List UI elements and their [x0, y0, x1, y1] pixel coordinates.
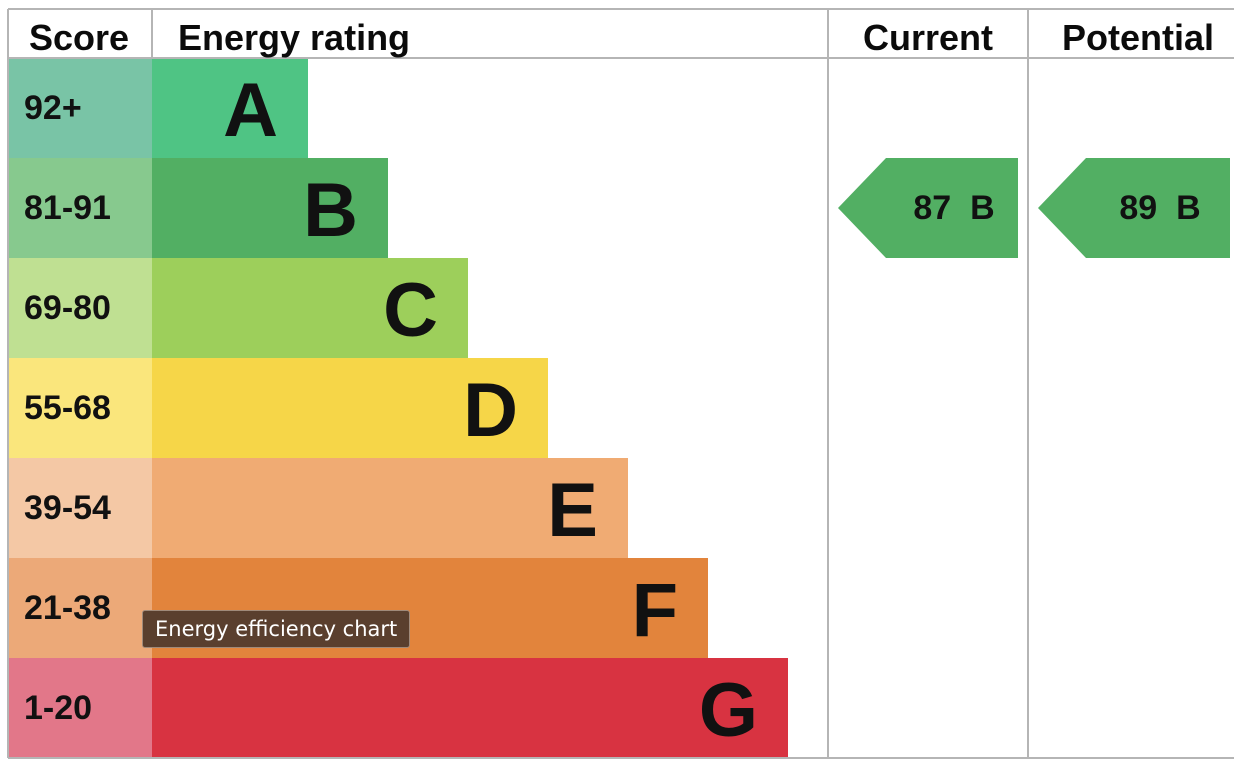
potential-header: Potential: [1062, 17, 1214, 58]
potential-arrow: [1038, 158, 1230, 258]
rating-bar-d: [152, 358, 548, 458]
rating-letter-g: G: [699, 668, 758, 753]
score-cell-e: [8, 458, 152, 558]
score-label-e: 39-54: [24, 489, 111, 527]
rating-bar-b: [152, 158, 388, 258]
score-cell-f: [8, 558, 152, 658]
score-cell-c: [8, 258, 152, 358]
rating-bar-g: [152, 658, 788, 758]
current-arrow: [838, 158, 1018, 258]
score-label-a: 92+: [24, 89, 82, 127]
score-cell-b: [8, 158, 152, 258]
rating-letter-d: D: [463, 368, 518, 453]
rating-bar-a: [152, 58, 308, 158]
score-cell-a: [8, 58, 152, 158]
rating-letter-b: B: [303, 168, 358, 253]
score-cell-d: [8, 358, 152, 458]
rating-bar-e: [152, 458, 628, 558]
score-label-c: 69-80: [24, 289, 111, 327]
rating-letter-f: F: [632, 568, 678, 653]
score-label-f: 21-38: [24, 589, 111, 627]
energy-rating-header: Energy rating: [178, 17, 410, 58]
rating-letter-e: E: [547, 468, 598, 553]
score-cell-g: [8, 658, 152, 758]
score-label-g: 1-20: [24, 689, 92, 727]
score-label-b: 81-91: [24, 189, 111, 227]
rating-letter-a: A: [223, 68, 278, 153]
score-label-d: 55-68: [24, 389, 111, 427]
potential-rating-label: 89 B: [1119, 189, 1200, 227]
score-header: Score: [29, 17, 129, 58]
current-header: Current: [863, 17, 993, 58]
chart-tooltip: Energy efficiency chart: [142, 610, 410, 648]
current-rating-label: 87 B: [913, 189, 994, 227]
rating-bar-c: [152, 258, 468, 358]
rating-letter-c: C: [383, 268, 438, 353]
